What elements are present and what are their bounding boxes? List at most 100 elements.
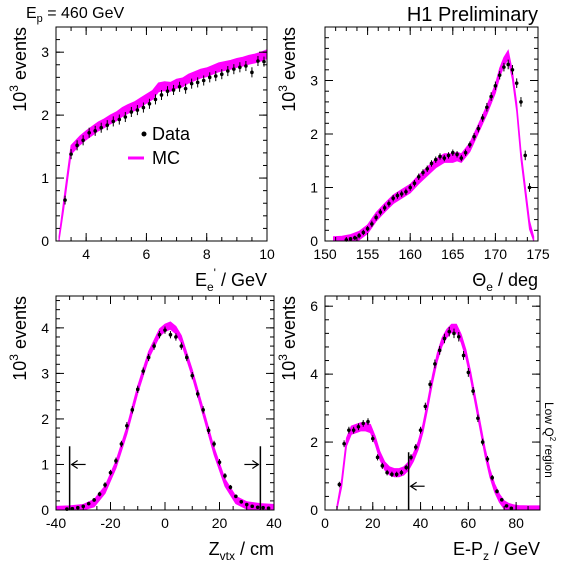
mc-band <box>55 321 275 511</box>
data-marker <box>463 150 468 155</box>
data-point <box>174 333 178 341</box>
data-marker <box>114 459 118 463</box>
data-point <box>255 505 260 510</box>
data-marker <box>378 210 383 214</box>
data-point <box>153 94 158 105</box>
data-marker <box>370 436 375 441</box>
data-marker <box>159 93 164 97</box>
x-axis-label: Zvtx / cm <box>209 539 274 563</box>
y-tick-label: 3 <box>41 44 49 60</box>
data-marker <box>499 498 504 502</box>
data-point <box>493 81 498 91</box>
data-point <box>506 59 510 70</box>
vertex-position-panel: -40 -20 0 20 40 0 1 2 3 4 Zvtx / cm 103 events <box>7 295 282 563</box>
data-marker <box>374 215 378 220</box>
x-tick-label: 165 <box>441 246 465 262</box>
y-tick-label: 2 <box>310 126 318 142</box>
data-marker <box>361 230 366 235</box>
x-tick-label: 40 <box>266 515 282 531</box>
data-marker <box>447 329 452 334</box>
data-point <box>463 149 468 156</box>
data-point <box>123 111 128 123</box>
electron-energy-panel: 4 6 8 10 0 1 2 3 Ee' / GeV 103 events Data MC <box>7 26 275 294</box>
data-point <box>223 473 227 479</box>
data-marker <box>125 423 129 428</box>
x-tick-label: 20 <box>365 515 381 531</box>
data-marker <box>103 483 107 487</box>
data-point <box>135 385 140 393</box>
data-point <box>382 204 387 212</box>
x-axis-label: E-Pz / GeV <box>453 539 540 563</box>
data-point <box>502 62 506 72</box>
data-point <box>480 114 485 122</box>
data-marker <box>493 84 498 88</box>
x-tick-label: 150 <box>313 246 337 262</box>
data-point <box>195 77 200 88</box>
data-marker <box>111 119 116 124</box>
data-point <box>256 55 260 67</box>
data-point <box>97 491 102 497</box>
data-marker <box>412 181 417 186</box>
data-marker <box>347 428 351 432</box>
data-point <box>428 380 432 389</box>
data-marker <box>226 69 230 73</box>
data-marker <box>179 344 184 348</box>
data-point <box>201 75 206 86</box>
data-point <box>119 440 124 448</box>
data-point <box>226 66 230 77</box>
data-marker <box>152 344 156 348</box>
data-point <box>238 62 242 73</box>
data-marker <box>76 505 80 510</box>
data-point <box>185 353 189 362</box>
data-marker <box>476 416 480 421</box>
data-point <box>201 406 205 414</box>
data-marker <box>408 185 413 190</box>
y-tick-label: 0 <box>310 502 318 518</box>
data-marker <box>250 70 254 75</box>
y-tick-label: 0 <box>310 233 318 249</box>
data-marker <box>471 389 475 393</box>
data-point <box>163 326 167 334</box>
data-marker <box>382 206 387 210</box>
data-marker <box>404 189 408 194</box>
electron-polar-angle-panel: 150 155 160 165 170 175 0 1 2 3 Θe / deg 103 events <box>276 26 550 294</box>
data-point <box>99 122 104 133</box>
data-point <box>195 390 200 398</box>
data-marker <box>480 440 485 444</box>
data-point <box>375 454 380 461</box>
y-axis-label: 103 events <box>7 27 30 112</box>
data-marker <box>446 153 451 158</box>
cut-marker <box>244 446 262 510</box>
x-tick-label: 60 <box>461 515 477 531</box>
data-marker <box>404 465 409 470</box>
data-point <box>244 502 249 507</box>
data-marker <box>135 387 140 392</box>
data-point <box>416 173 421 181</box>
data-point <box>105 120 110 131</box>
data-marker <box>183 86 188 91</box>
data-marker <box>510 68 515 72</box>
data-point <box>391 194 395 202</box>
data-marker <box>123 115 128 119</box>
y-tick-label: 2 <box>41 107 49 123</box>
cut-marker <box>407 452 425 510</box>
data-marker <box>99 125 104 130</box>
data-point <box>141 102 146 113</box>
data-point <box>421 169 425 176</box>
x-tick-label: 6 <box>143 246 151 262</box>
data-marker <box>168 332 173 337</box>
data-marker <box>234 494 238 499</box>
x-tick-label: 0 <box>161 515 169 531</box>
data-marker <box>256 59 260 63</box>
cut-arrow-head <box>252 459 260 469</box>
data-marker <box>157 332 162 337</box>
x-tick-label: -20 <box>100 515 120 531</box>
data-point <box>207 72 212 83</box>
data-marker <box>425 166 430 171</box>
data-marker <box>455 152 459 157</box>
data-marker <box>195 392 200 396</box>
data-marker <box>523 153 528 158</box>
data-point <box>519 97 523 107</box>
data-point <box>385 469 389 476</box>
